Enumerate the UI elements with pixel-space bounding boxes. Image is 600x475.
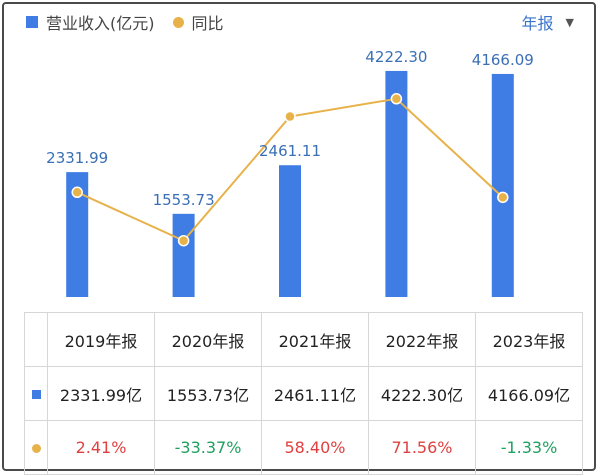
- bar-value-label: 4166.09: [472, 51, 534, 69]
- period-dropdown[interactable]: 年报 ▼: [522, 10, 574, 34]
- bar-marker-icon: [31, 390, 41, 399]
- table-cell: 2331.99亿: [47, 366, 155, 421]
- table-cell: 71.56%: [368, 420, 476, 475]
- revenue-bar[interactable]: [491, 73, 514, 297]
- table-header-cell: 2019年报: [47, 312, 155, 367]
- table-cell: 2.41%: [47, 420, 155, 475]
- legend-revenue-label: 营业收入(亿元): [46, 14, 155, 33]
- yoy-point[interactable]: [177, 234, 190, 247]
- revenue-bar[interactable]: [172, 213, 195, 297]
- legend-revenue[interactable]: 营业收入(亿元): [26, 10, 155, 34]
- revenue-bar[interactable]: [66, 172, 89, 297]
- data-table: 2019年报 2020年报 2021年报 2022年报 2023年报 2331.…: [24, 312, 583, 475]
- revenue-bar[interactable]: [279, 165, 301, 297]
- table-corner-cell: [24, 312, 48, 367]
- bars-layer: [66, 70, 514, 297]
- table-header-row: 2019年报 2020年报 2021年报 2022年报 2023年报: [24, 312, 583, 367]
- yoy-row-marker: [24, 420, 48, 475]
- legend-yoy[interactable]: 同比: [172, 10, 224, 34]
- yoy-point[interactable]: [390, 93, 403, 105]
- revenue-row-marker: [24, 366, 48, 421]
- yoy-point[interactable]: [71, 186, 83, 199]
- bar-value-label: 2461.11: [259, 142, 321, 160]
- table-cell: 4166.09亿: [475, 366, 583, 421]
- table-cell: 1553.73亿: [154, 366, 262, 421]
- bar-labels-layer: 2331.99 1553.73 2461.11 4222.30 4166.09: [46, 48, 534, 209]
- period-label: 年报: [521, 14, 554, 33]
- table-header-cell: 2021年报: [261, 312, 369, 367]
- table-cell: -33.37%: [154, 420, 262, 475]
- bar-legend-icon: [26, 16, 38, 28]
- bar-value-label: 4222.30: [365, 48, 427, 66]
- table-row-yoy: 2.41% -33.37% 58.40% 71.56% -1.33%: [24, 420, 583, 475]
- yoy-point[interactable]: [284, 110, 296, 123]
- table-header-cell: 2020年报: [154, 312, 262, 367]
- chart-legend: 营业收入(亿元) 同比: [26, 10, 242, 34]
- revenue-bar[interactable]: [385, 70, 408, 297]
- table-header-cell: 2022年报: [368, 312, 476, 367]
- table-header-cell: 2023年报: [475, 312, 583, 367]
- yoy-line-layer: [71, 93, 509, 247]
- revenue-chart: 2331.99 1553.73 2461.11 4222.30 4166.09: [46, 48, 534, 297]
- table-cell: 2461.11亿: [261, 366, 369, 421]
- bar-value-label: 2331.99: [46, 149, 108, 167]
- table-cell: -1.33%: [475, 420, 583, 475]
- bar-value-label: 1553.73: [153, 191, 215, 209]
- caret-down-icon: ▼: [565, 15, 574, 29]
- table-cell: 4222.30亿: [368, 366, 476, 421]
- dot-marker-icon: [31, 444, 41, 453]
- yoy-point[interactable]: [497, 191, 509, 204]
- line-legend-icon: [172, 16, 184, 28]
- legend-yoy-label: 同比: [191, 14, 224, 33]
- table-row-revenue: 2331.99亿 1553.73亿 2461.11亿 4222.30亿 4166…: [24, 366, 583, 421]
- table-cell: 58.40%: [261, 420, 369, 475]
